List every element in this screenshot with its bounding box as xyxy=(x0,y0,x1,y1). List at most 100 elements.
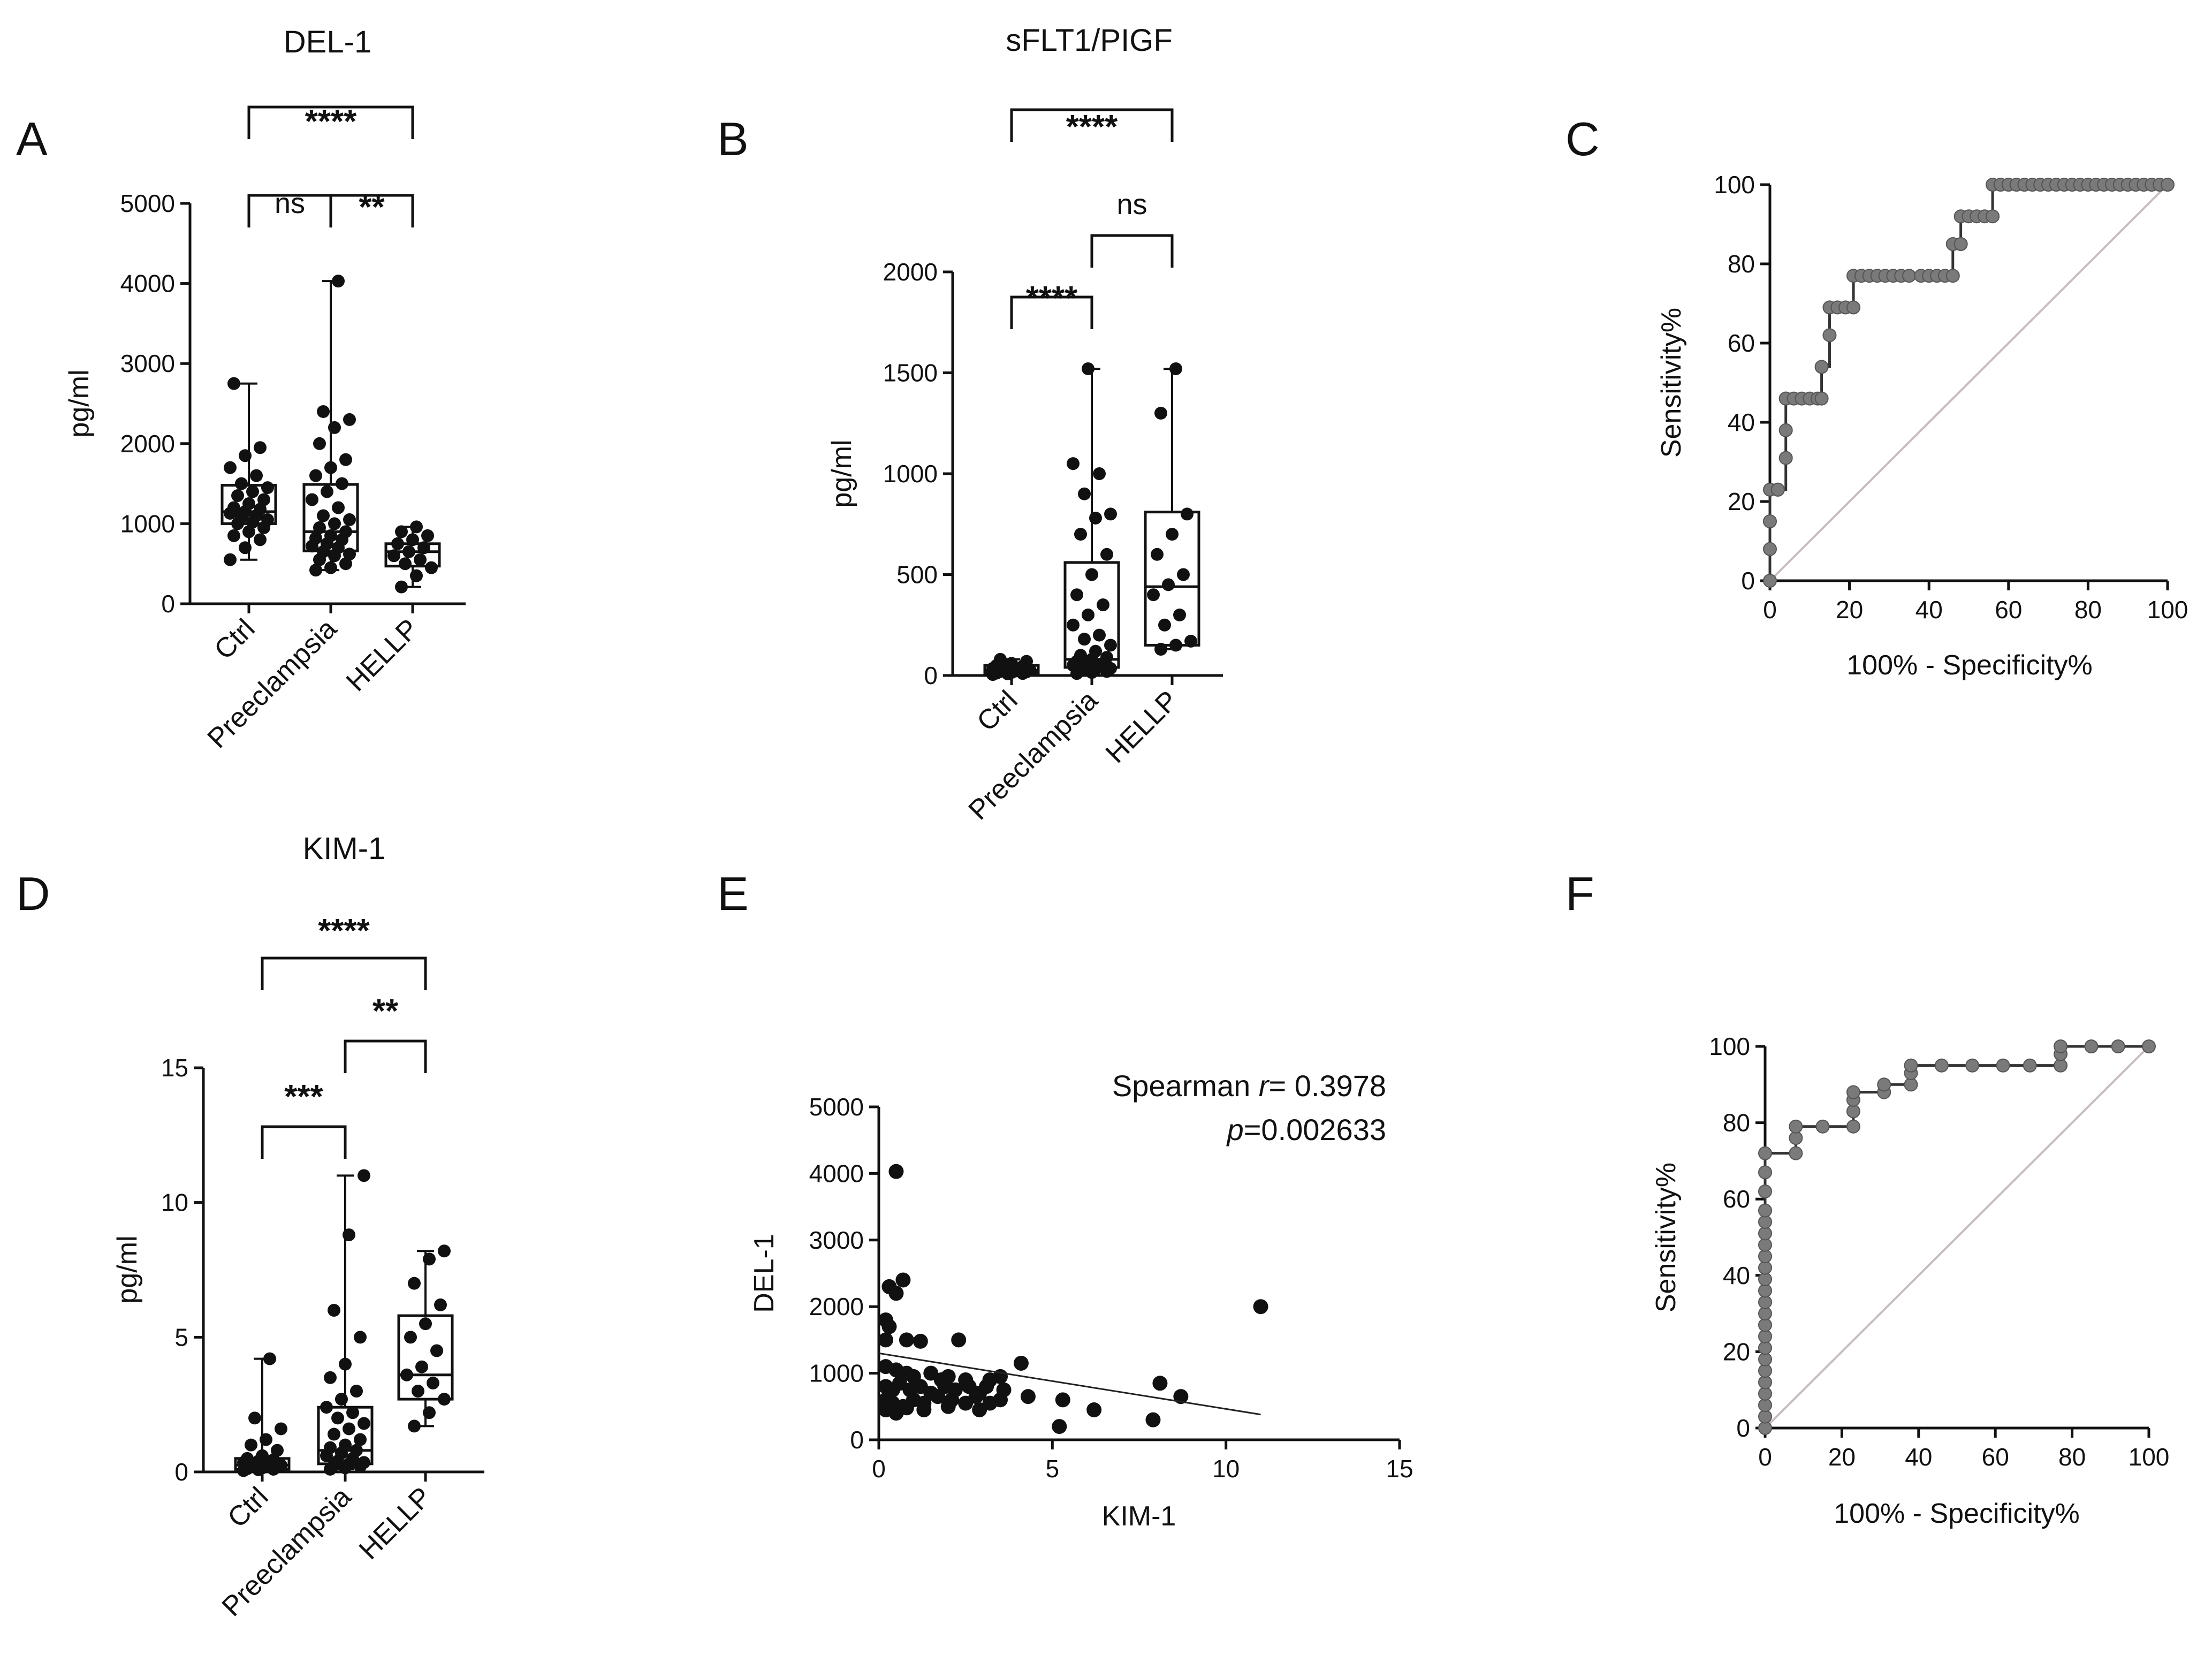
panel-a-significance-label: ** xyxy=(359,189,385,226)
panel-e-data-point xyxy=(979,1379,994,1394)
panel-a-significance-label: **** xyxy=(305,103,357,140)
panel-a-data-point xyxy=(254,533,267,546)
panel-b-data-point xyxy=(1181,507,1194,521)
panel-b-ytick-label: 0 xyxy=(924,662,938,689)
panel-b-data-point xyxy=(994,652,1007,666)
panel-a-data-point xyxy=(224,461,237,474)
panel-f-roc-point xyxy=(1934,1058,1949,1073)
panel-f-xtick-label: 0 xyxy=(1758,1443,1772,1471)
panel-a-data-point xyxy=(324,561,337,574)
panel-d-data-point xyxy=(324,1441,337,1454)
panel-c-roc-point xyxy=(2161,178,2175,192)
panel-c-xtick-label: 60 xyxy=(1995,596,2022,624)
panel-b-bracket xyxy=(1010,295,1093,329)
panel-b-data-point xyxy=(1067,618,1080,632)
panel-a-ytick-label: 3000 xyxy=(120,350,175,377)
panel-b-data-point xyxy=(1154,406,1167,420)
panel-b-data-point xyxy=(1104,639,1117,652)
panel-c-x-label: 100% - Specificity% xyxy=(1846,650,2093,681)
panel-b-xtick-label: Ctrl xyxy=(971,685,1023,737)
panel-a-data-point xyxy=(410,569,423,582)
panel-d-title: KIM-1 xyxy=(303,831,386,866)
panel-a-y-label: pg/ml xyxy=(64,369,95,437)
panel-c-roc-point xyxy=(1846,300,1861,315)
panel-a-data-point xyxy=(261,481,274,495)
panel-b-bracket xyxy=(1090,234,1174,268)
panel-a-data-point xyxy=(324,461,337,474)
panel-a-data-point xyxy=(336,477,348,490)
panel-d-data-point xyxy=(408,1419,421,1433)
panel-c-roc-point xyxy=(1953,237,1968,251)
panel-D: D KIM-1pg/ml051015CtrlPreeclampsiaHELLP*… xyxy=(16,831,484,1622)
panel-a-data-point xyxy=(309,531,322,545)
panel-c-roc-point xyxy=(1986,209,2000,224)
panel-d-data-point xyxy=(423,1252,436,1266)
panel-f-roc-point xyxy=(2111,1039,2125,1053)
panel-d-significance-label: *** xyxy=(284,1079,323,1115)
panel-c-ytick-label: 0 xyxy=(1741,567,1755,595)
annotation-symbol-r: r xyxy=(1259,1069,1270,1103)
panel-e-annotation-line1: Spearman r= 0.3978 xyxy=(1112,1069,1386,1103)
panel-b-data-point xyxy=(1005,657,1018,670)
panel-f-roc-point xyxy=(1877,1077,1891,1092)
panel-b-title: sFLT1/PIGF xyxy=(1006,23,1173,58)
panel-a-ytick-label: 0 xyxy=(161,590,175,618)
panel-b-data-point xyxy=(1093,467,1106,480)
panel-a-xtick-label: Ctrl xyxy=(208,613,261,665)
panel-a-data-point xyxy=(399,557,412,571)
panel-c-roc-point xyxy=(1763,514,1777,528)
panel-f-roc-point xyxy=(1758,1184,1772,1198)
panel-c-ytick-label: 40 xyxy=(1728,408,1755,436)
panel-d-data-point xyxy=(404,1331,417,1344)
panel-a-significance-label: ns xyxy=(275,187,305,219)
panel-a-data-point xyxy=(332,501,345,514)
panel-b-data-point xyxy=(1104,507,1117,521)
panel-d-data-point xyxy=(427,1376,439,1389)
panel-f-reference-line xyxy=(1764,1045,2150,1429)
panel-e-y-label: DEL-1 xyxy=(749,1234,780,1312)
panel-a-ytick-label: 1000 xyxy=(120,510,175,537)
panel-b-ytick-label: 2000 xyxy=(883,258,938,286)
panel-f-ytick-label: 100 xyxy=(1709,1032,1750,1060)
panel-b-data-point xyxy=(1074,528,1087,541)
panel-d-data-point xyxy=(245,1438,257,1452)
panel-d-data-point xyxy=(346,1406,359,1419)
panel-c-ytick-label: 100 xyxy=(1714,171,1755,199)
panel-c-roc-point xyxy=(1763,542,1777,556)
panel-d-data-point xyxy=(419,1317,432,1331)
panel-d-xtick-label: HELLP xyxy=(353,1481,438,1566)
panel-d-data-point xyxy=(350,1444,363,1457)
panel-f-xtick-label: 80 xyxy=(2058,1443,2086,1471)
panel-a-data-point xyxy=(227,529,240,542)
panel-A: A DEL-1pg/ml010002000300040005000CtrlPre… xyxy=(16,25,466,754)
panel-d-data-point xyxy=(354,1331,367,1344)
panel-e-data-point xyxy=(1086,1402,1102,1418)
panel-b-data-point xyxy=(1100,548,1113,561)
panel-d-significance-label: ** xyxy=(373,993,399,1030)
panel-a-data-point xyxy=(421,529,434,542)
panel-f-roc-point xyxy=(1996,1058,2010,1073)
panel-d-xtick-label: Ctrl xyxy=(222,1481,274,1533)
panel-b-data-point xyxy=(1020,655,1033,668)
panel-d-data-point xyxy=(328,1427,340,1441)
panel-b-significance-label: **** xyxy=(1066,109,1118,146)
panel-b-data-point xyxy=(1151,548,1164,561)
panel-a-bracket xyxy=(329,194,414,227)
panel-a-data-point xyxy=(387,549,400,563)
panel-b-bracket xyxy=(1010,108,1174,142)
panel-a-data-point xyxy=(257,493,270,506)
panel-a-data-point xyxy=(328,517,341,530)
panel-a-data-point xyxy=(410,520,423,534)
panel-a-data-point xyxy=(417,541,430,555)
panel-b-data-point xyxy=(1154,642,1167,656)
panel-b-ytick-label: 500 xyxy=(896,561,938,589)
panel-e-data-point xyxy=(1152,1376,1168,1391)
panel-d-data-point xyxy=(328,1304,340,1317)
panel-b-data-point xyxy=(1158,618,1171,632)
panel-a-ytick-label: 4000 xyxy=(120,270,175,298)
panel-b-data-point xyxy=(1070,588,1083,602)
panel-d-data-point xyxy=(358,1456,370,1469)
panel-b-data-point xyxy=(1100,651,1113,664)
panel-b-data-point xyxy=(1078,633,1091,646)
